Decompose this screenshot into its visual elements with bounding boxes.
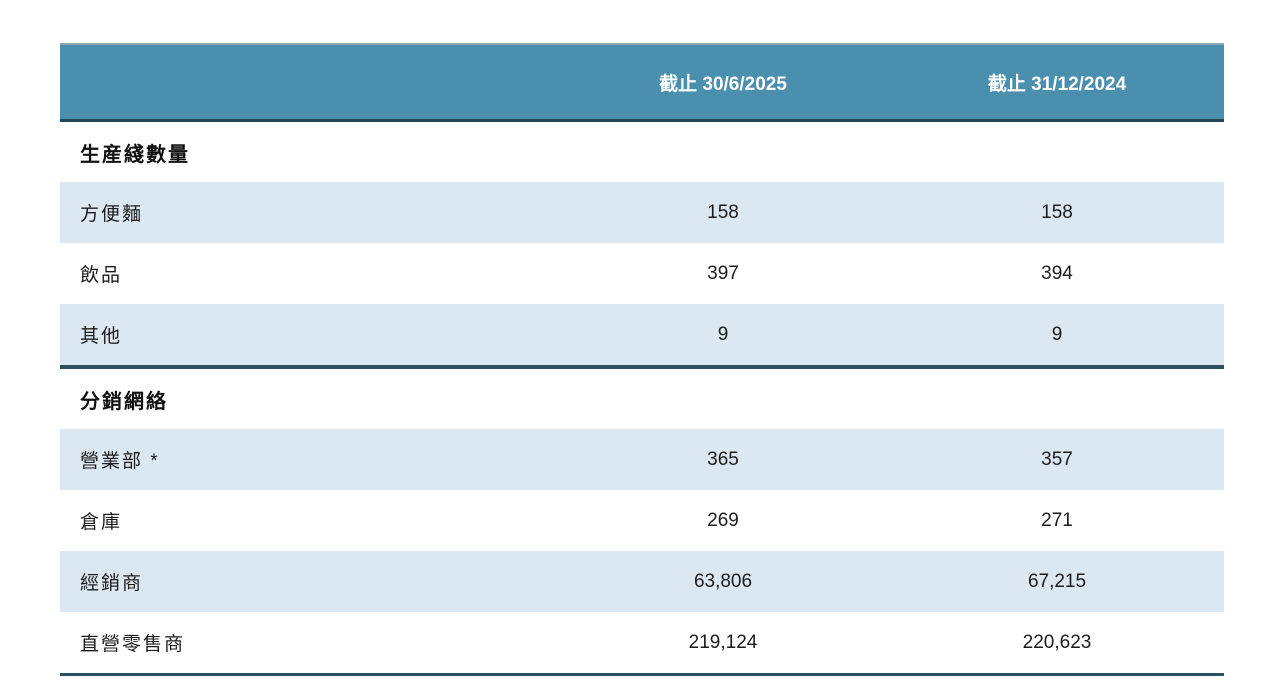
row-value-period-2: 158 — [1041, 201, 1073, 223]
section-header-row: 分銷網絡 — [60, 369, 1224, 429]
row-value-period-2: 271 — [1041, 509, 1073, 531]
table-body: 生産綫數量方便麵 158 158 飲品 397 394 其他 9 9 分銷網絡營業部 * 365 35… — [60, 122, 1224, 673]
row-value-period-1: 365 — [707, 448, 739, 470]
table-row: 倉庫 269 271 — [60, 490, 1224, 551]
table-row: 飲品 397 394 — [60, 243, 1224, 304]
table-section: 生産綫數量方便麵 158 158 飲品 397 394 其他 9 9 — [60, 122, 1224, 365]
row-label: 經銷商 — [80, 573, 144, 594]
table-row: 直營零售商 219,124 220,623 — [60, 612, 1224, 673]
section-header-row: 生産綫數量 — [60, 122, 1224, 182]
row-label: 營業部 * — [80, 451, 160, 472]
column-header-period-1: 截止 30/6/2025 — [659, 73, 787, 95]
row-label: 飲品 — [80, 265, 123, 286]
row-value-period-1: 158 — [707, 201, 739, 223]
table-row: 營業部 * 365 357 — [60, 429, 1224, 490]
row-label: 直營零售商 — [80, 634, 186, 655]
table-row: 經銷商 63,806 67,215 — [60, 551, 1224, 612]
table-row: 方便麵 158 158 — [60, 182, 1224, 243]
section-title: 生産綫數量 — [80, 143, 190, 166]
row-value-period-1: 397 — [707, 262, 739, 284]
column-header-period-2: 截止 31/12/2024 — [987, 73, 1127, 95]
row-label: 倉庫 — [80, 512, 123, 533]
row-label: 方便麵 — [80, 204, 144, 225]
row-value-period-2: 67,215 — [1027, 570, 1087, 592]
table-header-row: 截止 30/6/2025 截止 31/12/2024 — [60, 43, 1224, 122]
row-value-period-1: 269 — [707, 509, 739, 531]
operations-stats-table: 截止 30/6/2025 截止 31/12/2024 生産綫數量方便麵 158 15… — [60, 43, 1224, 676]
table-section: 分銷網絡營業部 * 365 357 倉庫 269 271 經銷商 63,806 67,215 直營… — [60, 365, 1224, 673]
row-value-period-2: 357 — [1041, 448, 1073, 470]
row-value-period-2: 9 — [1051, 323, 1063, 345]
row-value-period-2: 220,623 — [1022, 631, 1092, 653]
table-row: 其他 9 9 — [60, 304, 1224, 365]
section-title: 分銷網絡 — [80, 390, 168, 413]
row-value-period-2: 394 — [1041, 262, 1073, 284]
row-value-period-1: 219,124 — [688, 631, 758, 653]
row-value-period-1: 9 — [717, 323, 729, 345]
row-value-period-1: 63,806 — [693, 570, 753, 592]
row-label: 其他 — [80, 326, 123, 347]
